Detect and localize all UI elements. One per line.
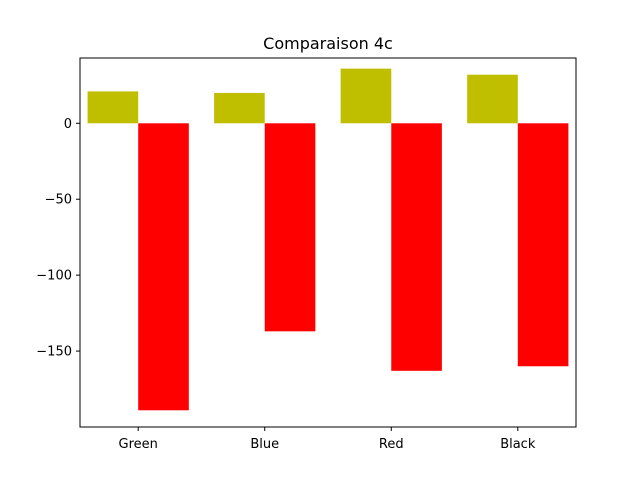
bar-red-series-2 — [391, 123, 442, 371]
x-tick-label-blue: Blue — [250, 437, 279, 452]
bar-red-series-1 — [340, 68, 392, 124]
bar-black-series-2 — [517, 123, 569, 367]
bar-blue-series-2 — [264, 123, 316, 332]
plot-frame — [79, 57, 577, 428]
y-tick-label: 0 — [64, 117, 72, 132]
bar-green-series-1 — [87, 91, 139, 124]
y-tick-label: −50 — [45, 193, 72, 208]
chart-title: Comparaison 4c — [263, 34, 393, 53]
x-tick-label-black: Black — [500, 437, 536, 452]
y-tick-label: −150 — [36, 345, 72, 360]
bar-green-series-2 — [138, 123, 189, 411]
x-tick-label-red: Red — [379, 437, 404, 452]
x-tick-label-green: Green — [119, 437, 158, 452]
bar-black-series-1 — [467, 74, 518, 124]
bar-blue-series-1 — [214, 92, 265, 124]
bars-layer — [87, 68, 569, 411]
ticks-layer: 0 −50 −100 −150 Green Blue Red Black — [36, 117, 536, 452]
y-tick-label: −100 — [36, 269, 72, 284]
